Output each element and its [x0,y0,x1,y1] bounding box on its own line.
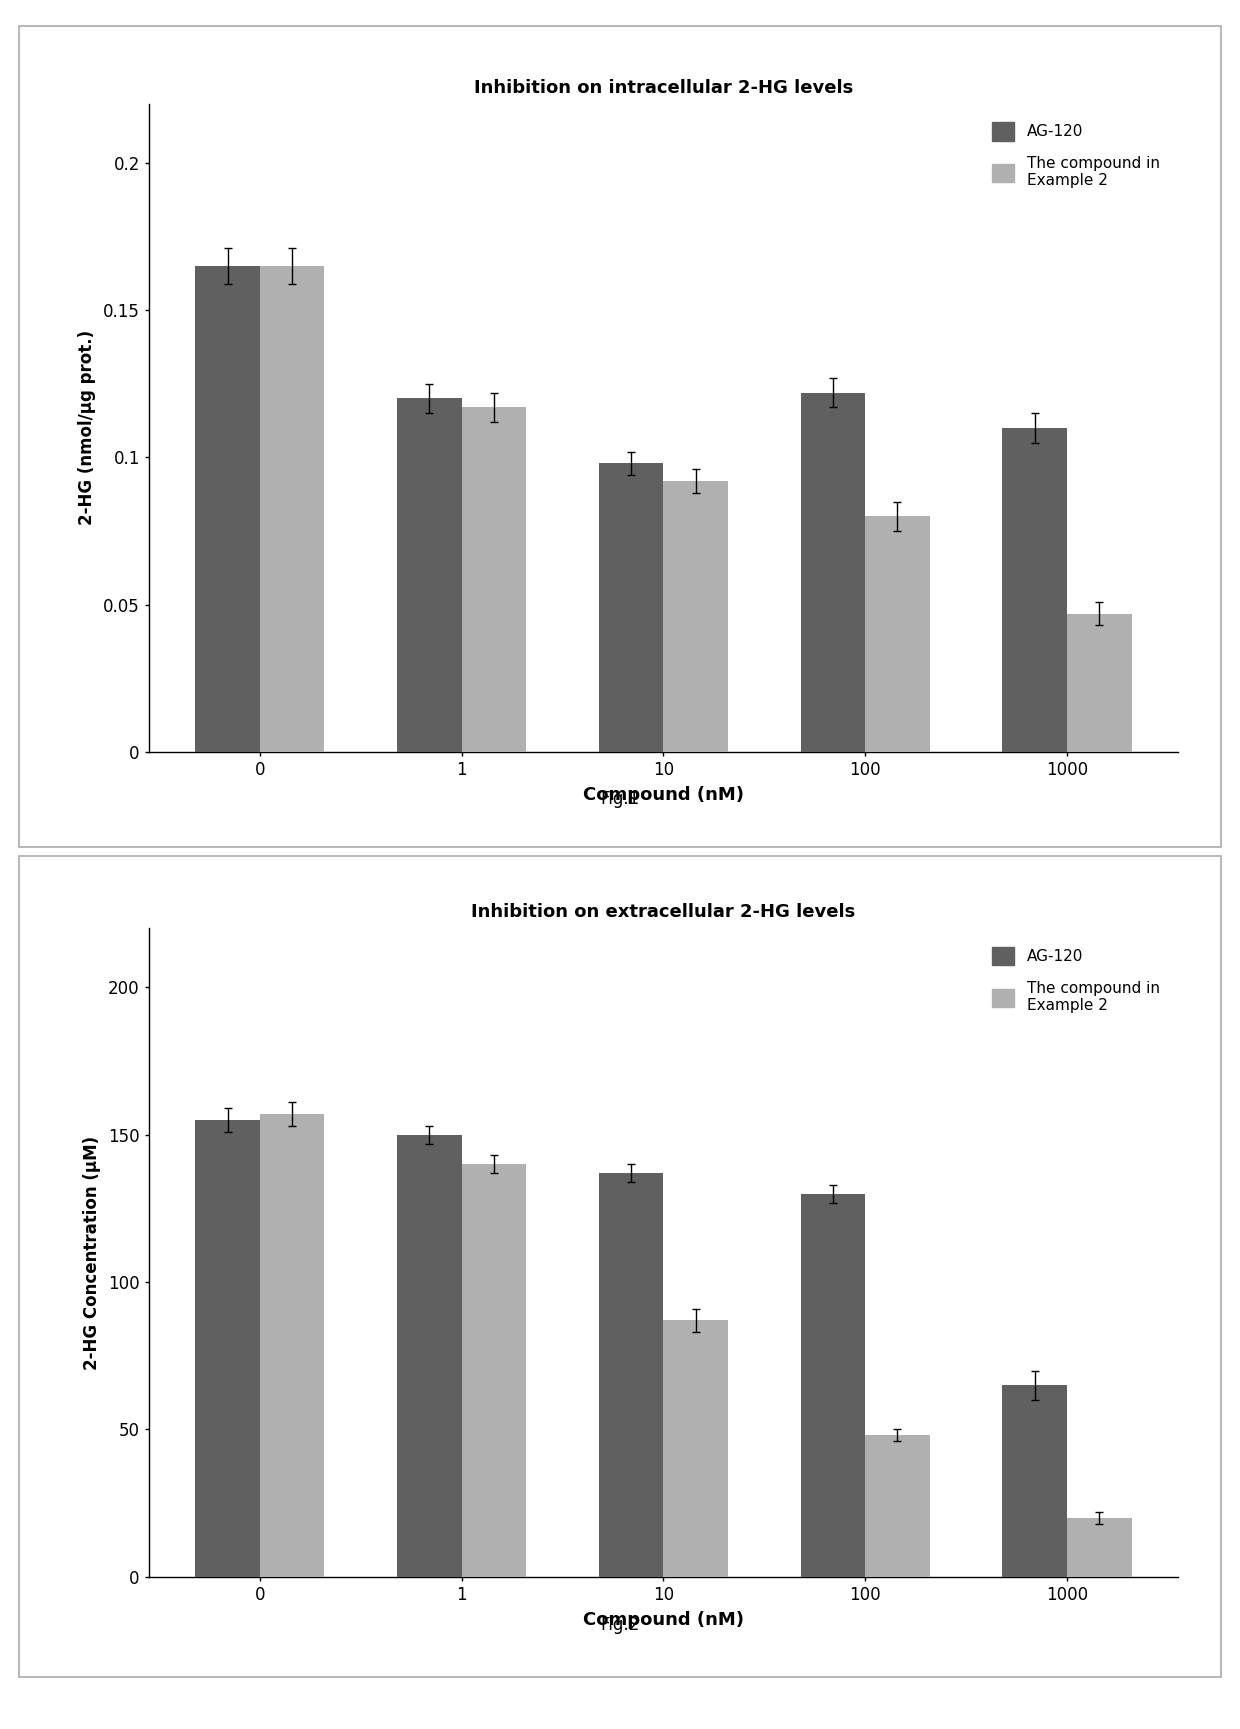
Bar [801,1193,866,1577]
Title: Inhibition on extracellular 2-HG levels: Inhibition on extracellular 2-HG levels [471,903,856,922]
Bar [599,1172,663,1577]
Bar [599,463,663,752]
Bar [866,517,930,752]
Bar [663,1321,728,1577]
X-axis label: Compound (nM): Compound (nM) [583,1611,744,1629]
Bar [461,1164,526,1577]
X-axis label: Compound (nM): Compound (nM) [583,787,744,804]
Bar [397,398,461,752]
Y-axis label: 2-HG (nmol/μg prot.): 2-HG (nmol/μg prot.) [78,330,95,526]
Bar [397,1134,461,1577]
Bar [195,1120,260,1577]
Bar [866,1435,930,1577]
Y-axis label: 2-HG Concentration (μM): 2-HG Concentration (μM) [83,1136,102,1369]
Bar [801,392,866,752]
Bar [1066,614,1132,752]
Bar [1066,1518,1132,1577]
Legend: AG-120, The compound in
Example 2: AG-120, The compound in Example 2 [981,111,1171,199]
Bar [1002,429,1066,752]
Bar [260,1113,325,1577]
Legend: AG-120, The compound in
Example 2: AG-120, The compound in Example 2 [981,935,1171,1024]
Bar [260,266,325,752]
Bar [461,408,526,752]
Text: Fig.1: Fig.1 [600,790,640,807]
Title: Inhibition on intracellular 2-HG levels: Inhibition on intracellular 2-HG levels [474,78,853,97]
Text: Fig.2: Fig.2 [600,1617,640,1634]
Bar [663,481,728,752]
Bar [1002,1385,1066,1577]
Bar [195,266,260,752]
